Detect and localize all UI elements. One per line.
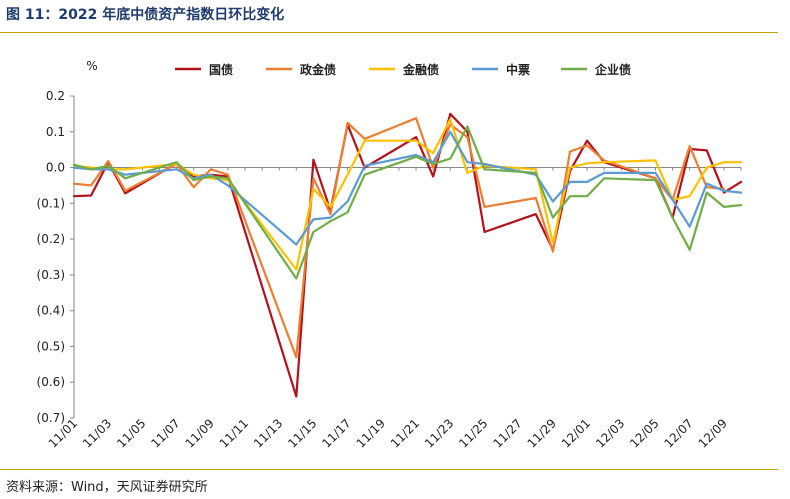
- y-tick-label: (0.4): [37, 304, 65, 318]
- legend-label: 企业债: [594, 62, 631, 77]
- x-tick-label: 12/09: [696, 416, 730, 450]
- x-tick-label: 12/05: [627, 416, 661, 450]
- x-tick-label: 11/25: [456, 416, 490, 450]
- y-unit-label: %: [86, 59, 97, 73]
- x-tick-label: 12/01: [559, 416, 593, 450]
- y-tick-label: (0.2): [37, 232, 65, 246]
- legend-label: 中票: [506, 62, 530, 77]
- y-tick-label: (0.5): [37, 339, 65, 353]
- series-line: [72, 118, 743, 271]
- source-rule: [0, 469, 778, 470]
- x-tick-label: 11/11: [217, 416, 251, 450]
- series-line: [72, 125, 743, 280]
- x-tick-label: 11/23: [422, 416, 456, 450]
- series-line: [72, 130, 743, 246]
- figure-title: 图 11：2022 年底中债资产指数日环比变化: [6, 7, 285, 23]
- series-line: [72, 117, 725, 359]
- x-tick-label: 11/15: [285, 416, 319, 450]
- legend-label: 政金债: [300, 62, 336, 77]
- x-tick-label: 11/19: [354, 416, 388, 450]
- x-tick-label: 11/03: [80, 416, 114, 450]
- y-tick-label: 0.0: [46, 161, 65, 175]
- x-tick-label: 11/05: [114, 416, 148, 450]
- y-tick-label: 0.1: [46, 125, 65, 139]
- x-tick-label: 11/13: [251, 416, 285, 450]
- y-tick-label: 0.2: [46, 89, 65, 103]
- legend-label: 国债: [209, 62, 233, 77]
- series-layer: [72, 112, 743, 398]
- y-tick-label: (0.6): [37, 375, 65, 389]
- y-tick-label: (0.7): [37, 411, 65, 425]
- legend: 国债 政金债 金融债 中票 企业债: [175, 62, 631, 77]
- x-tick-label: 11/21: [388, 416, 422, 450]
- x-tick-label: 11/17: [319, 416, 353, 450]
- legend-label: 金融债: [402, 62, 439, 77]
- x-tick-label: 11/09: [183, 416, 217, 450]
- source-note: 资料来源：Wind，天风证券研究所: [6, 480, 208, 495]
- x-tick-label: 11/27: [490, 416, 524, 450]
- x-tick-label: 12/07: [661, 416, 695, 450]
- y-tick-label: (0.1): [37, 196, 65, 210]
- x-tick-label: 11/07: [148, 416, 182, 450]
- title-rule: [0, 32, 778, 33]
- x-tick-label: 11/29: [525, 416, 559, 450]
- x-tick-label: 12/03: [593, 416, 627, 450]
- axes: 0.2 0.1 0.0 (0.1) (0.2) (0.3) (0.4) (0.5) (0.6) (…: [37, 59, 742, 451]
- y-tick-label: (0.3): [37, 268, 65, 282]
